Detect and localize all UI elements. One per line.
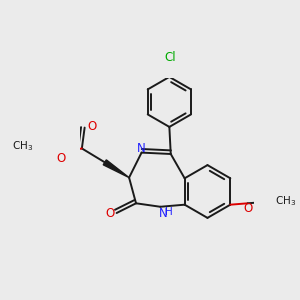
Text: CH$_3$: CH$_3$ <box>275 194 296 208</box>
Polygon shape <box>103 160 129 178</box>
Text: Cl: Cl <box>164 51 176 64</box>
Text: N: N <box>159 207 167 220</box>
Text: CH$_3$: CH$_3$ <box>12 140 33 153</box>
Text: O: O <box>87 120 96 133</box>
Text: N: N <box>136 142 145 155</box>
Text: O: O <box>105 207 114 220</box>
Text: H: H <box>166 207 173 217</box>
Text: O: O <box>243 202 252 215</box>
Text: O: O <box>56 152 66 165</box>
